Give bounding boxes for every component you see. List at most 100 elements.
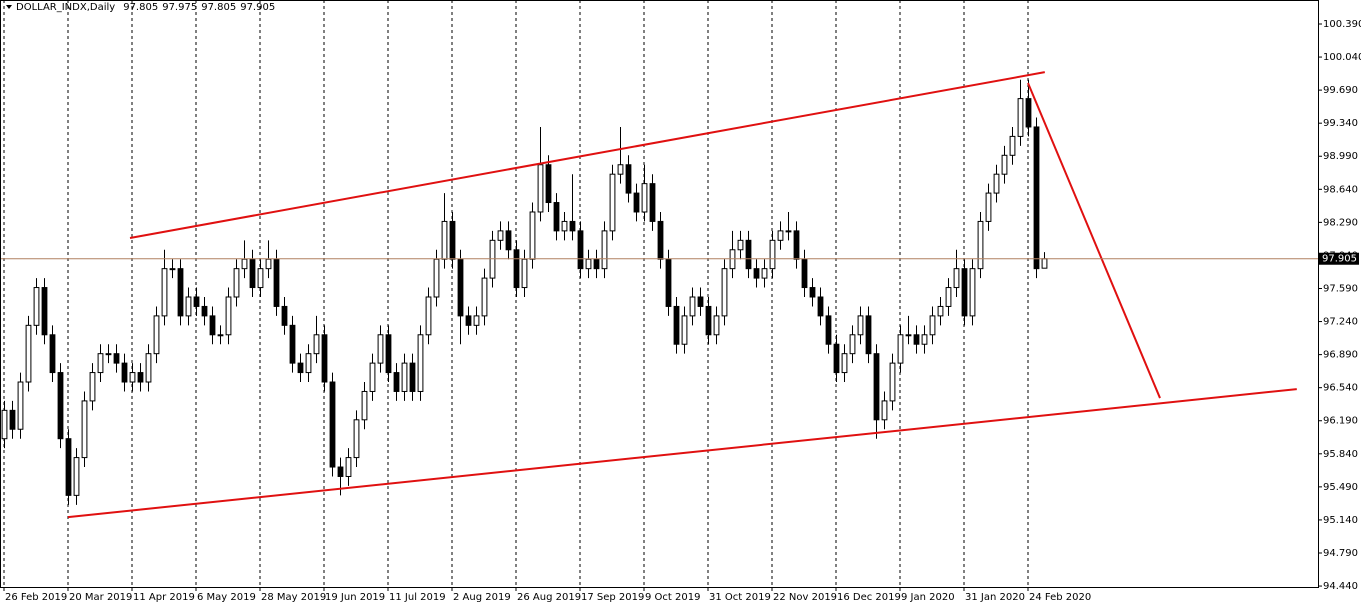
candle-body (569, 220, 576, 232)
candle-body (849, 334, 856, 355)
candle-body (409, 362, 416, 392)
y-tick-label: 100.040 (1323, 52, 1361, 63)
candle-body (777, 230, 784, 241)
candle-body (841, 353, 848, 374)
x-tick-label: 11 Jul 2019 (389, 592, 446, 603)
candle-body (161, 268, 168, 317)
candle-body (105, 353, 112, 356)
candle-body (89, 372, 96, 402)
candle-body (953, 268, 960, 289)
y-tick-label: 97.240 (1323, 317, 1358, 328)
open-value: 97.805 (123, 2, 158, 13)
candle-body (177, 268, 184, 317)
candle-body (1041, 258, 1048, 269)
candle-body (273, 258, 280, 307)
candle-body (209, 315, 216, 336)
candle-body (441, 220, 448, 260)
candle-body (41, 287, 48, 336)
candle-body (897, 334, 904, 364)
candle-body (521, 258, 528, 289)
price-label: 97.905 (1322, 254, 1357, 265)
candle-body (593, 258, 600, 270)
candle-body (193, 296, 200, 307)
trendline (129, 71, 1045, 239)
trendline (1027, 82, 1161, 399)
candle-body (145, 353, 152, 383)
candle-body (529, 211, 536, 260)
candle-body (113, 353, 120, 364)
candle-body (625, 164, 632, 194)
y-tick-label: 98.290 (1323, 217, 1358, 228)
candle-body (289, 324, 296, 364)
candle-body (73, 457, 80, 496)
axes: 100.390 100.040 99.690 99.340 98.990 98.640 98… (3, 19, 1361, 603)
x-tick-label: 24 Feb 2020 (1029, 592, 1091, 603)
candle-body (705, 305, 712, 336)
candle-body (609, 173, 616, 232)
x-tick-label: 31 Jan 2020 (965, 592, 1025, 603)
x-tick-label: 20 Mar 2019 (69, 592, 132, 603)
candle-body (361, 390, 368, 421)
candle-body (545, 164, 552, 204)
candle-body (201, 305, 208, 317)
candle-body (257, 268, 264, 289)
candle-body (457, 258, 464, 317)
candle-body (153, 315, 160, 355)
candle-body (329, 381, 336, 468)
candle-body (337, 466, 344, 477)
candle-body (945, 287, 952, 307)
candle-body (81, 400, 88, 459)
low-value: 97.805 (201, 2, 236, 13)
y-tick-label: 96.190 (1323, 416, 1358, 427)
y-tick-label: 96.540 (1323, 383, 1358, 394)
chart-header: DOLLAR_INDX,Daily 97.805 97.975 97.805 97.90… (16, 2, 275, 13)
candle-body (577, 230, 584, 270)
x-tick-label: 6 May 2019 (197, 592, 256, 603)
candle-body (1025, 98, 1032, 128)
candle-body (713, 315, 720, 336)
candle-body (513, 249, 520, 289)
y-tick-label: 98.640 (1323, 184, 1358, 195)
candle-body (233, 268, 240, 298)
candle-body (505, 230, 512, 251)
candle-body (1001, 154, 1008, 175)
candle-body (913, 334, 920, 345)
candle-body (753, 268, 760, 279)
candle-body (97, 353, 104, 374)
y-tick-label: 99.340 (1323, 118, 1358, 129)
candle-body (217, 334, 224, 337)
candle-body (297, 362, 304, 374)
x-tick-label: 17 Sep 2019 (581, 592, 644, 603)
candle-body (865, 315, 872, 355)
candle-body (169, 268, 176, 271)
y-tick-label: 94.790 (1323, 548, 1358, 559)
candle-body (817, 296, 824, 317)
candle-body (697, 296, 704, 307)
y-tick-label: 96.890 (1323, 350, 1358, 361)
candle-body (833, 343, 840, 374)
candle-body (809, 287, 816, 298)
candle-body (9, 409, 16, 430)
candle-body (129, 372, 136, 383)
candle-body (617, 164, 624, 175)
candle-body (905, 334, 912, 337)
candle-body (721, 268, 728, 317)
candle-body (481, 277, 488, 317)
x-tick-label: 9 Jan 2020 (901, 592, 955, 603)
candle-body (1, 409, 8, 440)
x-tick-label: 11 Apr 2019 (133, 592, 195, 603)
candle-body (977, 220, 984, 270)
candle-body (689, 296, 696, 317)
candle-body (673, 305, 680, 345)
candle-body (633, 192, 640, 213)
candle-body (241, 258, 248, 270)
candle-body (369, 362, 376, 392)
candle-body (137, 372, 144, 383)
candle-body (417, 334, 424, 392)
candle-body (561, 220, 568, 232)
plot-border (0, 0, 1319, 588)
y-tick-label: 98.990 (1323, 151, 1358, 162)
candle-body (769, 239, 776, 270)
overlay (0, 71, 1318, 519)
y-tick-label: 95.840 (1323, 449, 1358, 460)
